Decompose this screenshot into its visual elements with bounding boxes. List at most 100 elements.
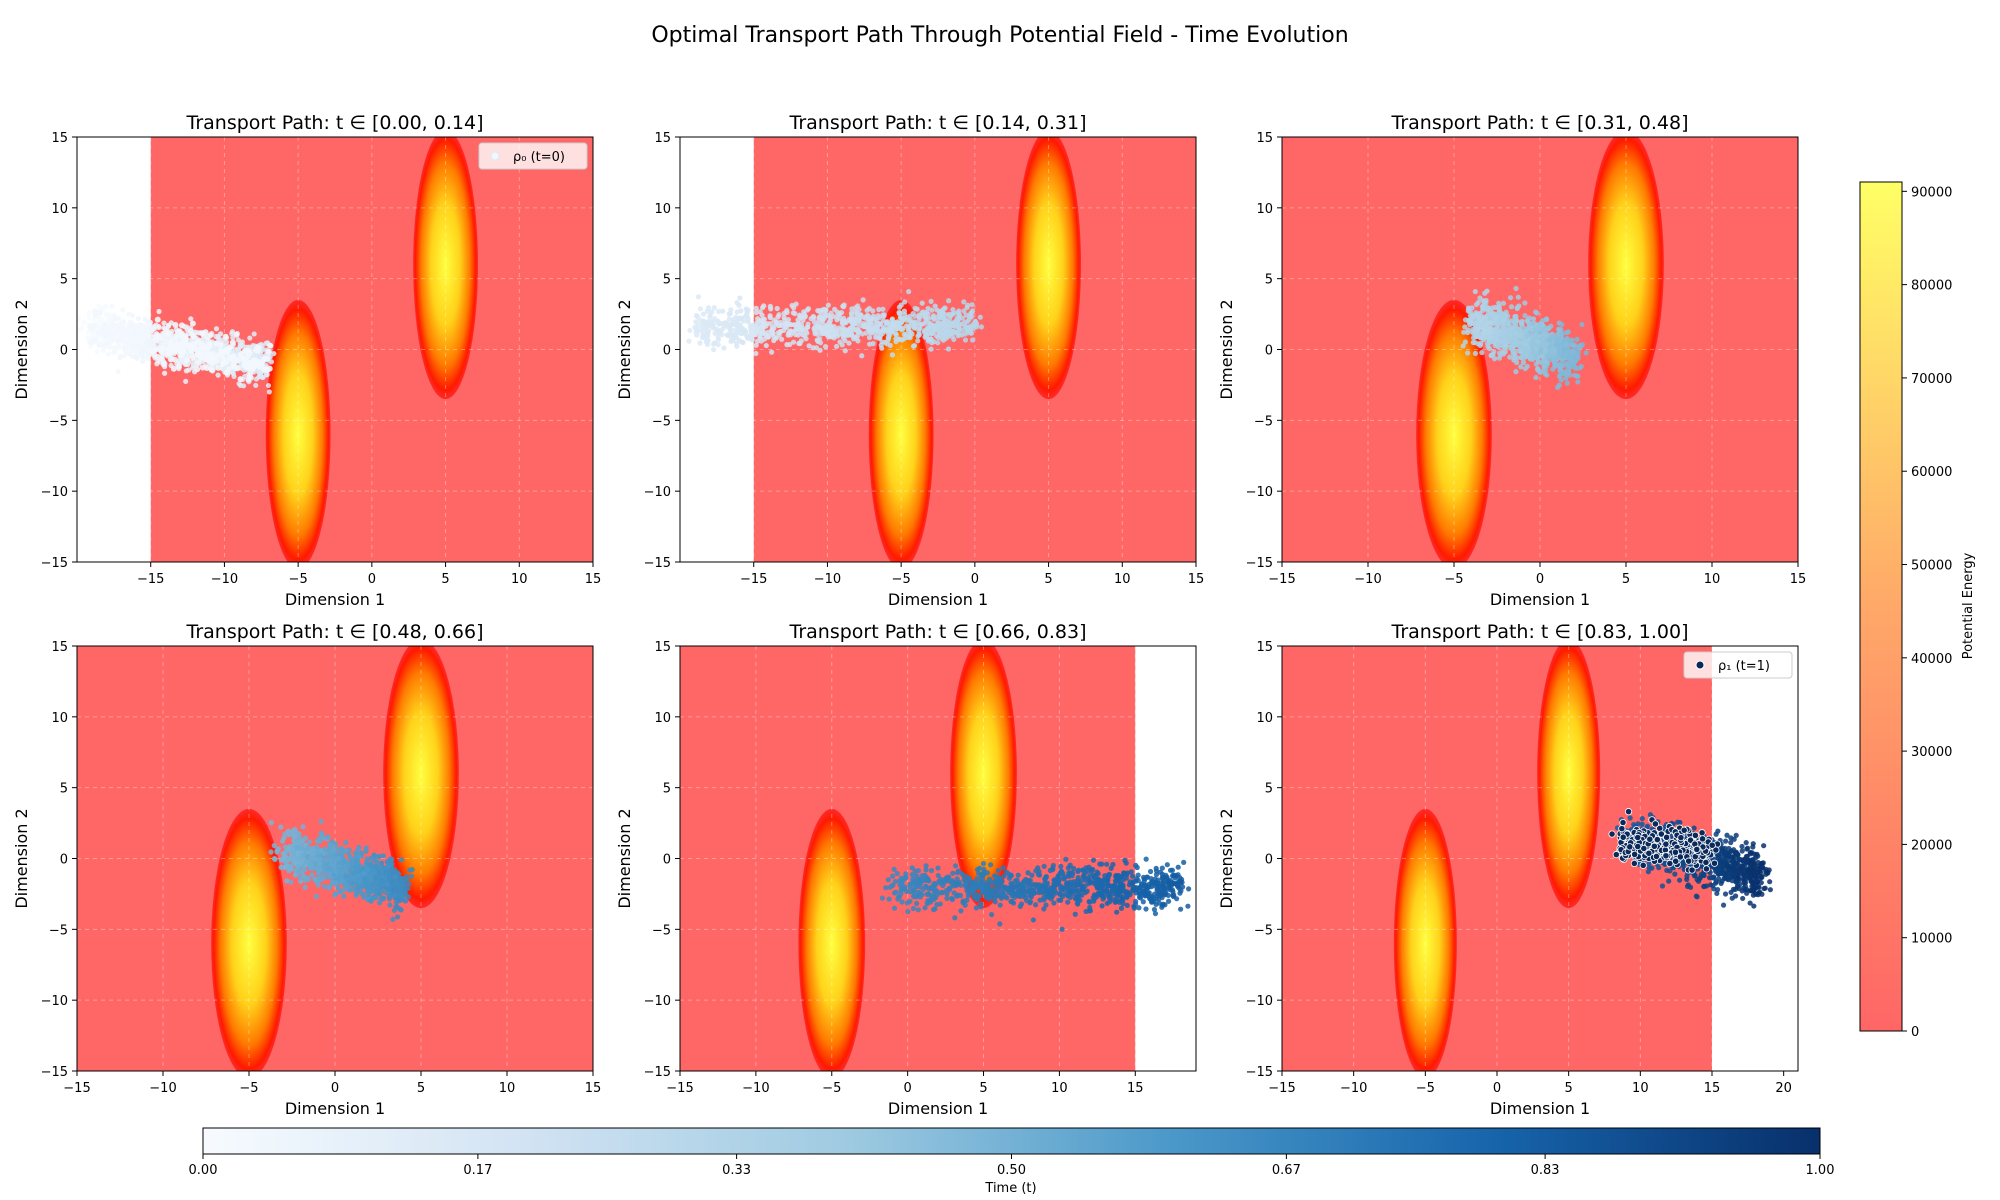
particle-point xyxy=(156,308,162,315)
particle-point xyxy=(715,336,722,343)
particle-point xyxy=(1159,865,1165,871)
particle-point xyxy=(866,305,872,312)
particle-point xyxy=(1505,319,1511,325)
particle-point xyxy=(1076,892,1083,898)
particle-point xyxy=(1022,895,1029,901)
particle-point xyxy=(759,305,766,311)
particle-point xyxy=(1029,872,1035,878)
particle-point xyxy=(753,309,759,316)
particle-point xyxy=(1050,866,1056,873)
source-point xyxy=(172,356,179,363)
particle-point xyxy=(834,317,840,323)
particle-point xyxy=(364,876,370,882)
y-tick-label: 10 xyxy=(654,202,671,217)
particle-point xyxy=(967,884,973,890)
particle-point xyxy=(844,328,850,334)
particle-point xyxy=(898,875,904,881)
particle-point xyxy=(1109,886,1116,892)
particle-point xyxy=(1151,906,1158,913)
particle-point xyxy=(320,835,326,841)
particle-point xyxy=(1178,906,1184,912)
particle-point xyxy=(1048,896,1054,902)
particle-point xyxy=(1522,366,1528,372)
particle-point xyxy=(1496,318,1502,325)
particle-point xyxy=(1565,368,1572,374)
particle-point xyxy=(811,315,817,321)
particle-point xyxy=(251,331,257,337)
particle-point xyxy=(741,318,747,324)
particle-point xyxy=(1498,311,1504,317)
particle-point xyxy=(806,343,812,349)
source-point xyxy=(165,351,172,358)
particle-point xyxy=(336,875,342,881)
particle-point xyxy=(337,889,343,895)
particle-point xyxy=(1114,909,1120,915)
particle-point xyxy=(870,340,876,347)
y-axis-label: Dimension 2 xyxy=(12,808,31,908)
particle-point xyxy=(1472,322,1479,329)
particle-point xyxy=(1529,344,1535,351)
particle-point xyxy=(994,874,1000,880)
particle-point xyxy=(297,836,304,842)
particle-point xyxy=(928,867,935,874)
particle-point xyxy=(822,344,829,350)
particle-point xyxy=(995,878,1002,885)
y-tick-label: −15 xyxy=(1246,556,1273,571)
particle-point xyxy=(392,873,398,880)
particle-point xyxy=(1501,334,1507,340)
particle-point xyxy=(760,324,767,331)
particle-point xyxy=(931,313,937,319)
particle-point xyxy=(357,863,363,869)
particle-point xyxy=(288,879,294,885)
particle-point xyxy=(705,305,712,311)
particle-point xyxy=(393,899,400,905)
particle-point xyxy=(126,311,132,317)
particle-point xyxy=(1548,334,1555,340)
source-point xyxy=(153,331,160,338)
particle-point xyxy=(954,876,960,882)
particle-point xyxy=(879,895,885,901)
source-point xyxy=(142,345,149,352)
particle-point xyxy=(1514,305,1520,312)
particle-point xyxy=(284,878,290,884)
particle-point xyxy=(1045,892,1051,899)
particle-point xyxy=(1496,307,1503,313)
particle-point xyxy=(1554,331,1561,337)
source-point xyxy=(198,350,205,357)
particle-point xyxy=(300,824,306,830)
particle-point xyxy=(1083,908,1089,915)
particle-point xyxy=(1489,305,1495,311)
particle-point xyxy=(408,873,415,879)
particle-point xyxy=(305,845,311,851)
particle-point xyxy=(289,856,295,863)
source-point xyxy=(261,355,268,362)
particle-point xyxy=(298,859,304,866)
x-axis-label: Dimension 1 xyxy=(1490,590,1590,609)
particle-point xyxy=(880,306,886,312)
plot-area xyxy=(680,646,1196,1071)
particle-point xyxy=(938,890,944,896)
particle-point xyxy=(907,335,913,341)
particle-point xyxy=(941,316,947,322)
particle-point xyxy=(285,846,291,852)
particle-point xyxy=(1143,906,1149,912)
particle-point xyxy=(1508,304,1515,310)
particle-point xyxy=(977,314,983,320)
particle-point xyxy=(358,878,364,884)
particle-point xyxy=(1055,879,1062,885)
particle-point xyxy=(97,316,103,322)
source-point xyxy=(263,366,270,373)
potential-well-2 xyxy=(265,299,331,562)
particle-point xyxy=(392,892,398,898)
particle-point xyxy=(110,317,116,323)
particle-point xyxy=(896,304,902,310)
source-point xyxy=(101,322,108,329)
particle-point xyxy=(234,346,241,352)
particle-point xyxy=(403,898,409,904)
particle-point xyxy=(1076,867,1082,873)
particle-point xyxy=(139,353,145,359)
particle-point xyxy=(1575,379,1581,385)
particle-point xyxy=(873,324,880,330)
particle-point xyxy=(935,340,941,346)
particle-point xyxy=(754,338,761,344)
